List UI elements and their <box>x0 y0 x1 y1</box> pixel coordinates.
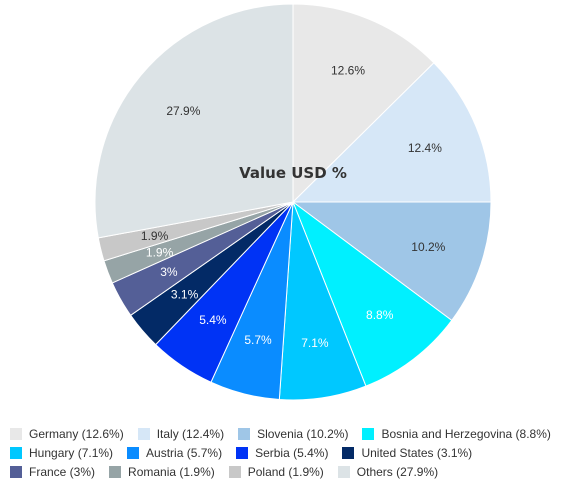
legend-swatch <box>337 465 350 478</box>
pie-slice-bosnia-and-herzegovina[interactable] <box>291 200 453 387</box>
slice-value-label: 12.6% <box>331 64 365 78</box>
slice-value-label: 1.9% <box>146 245 174 259</box>
legend: Germany (12.6%) Italy (12.4%) Slovenia (… <box>10 424 585 481</box>
legend-label: United States (3.1%) <box>361 445 473 460</box>
legend-item-france[interactable]: France (3%) <box>10 465 95 479</box>
legend-label: Others (27.9%) <box>356 464 439 479</box>
slice-value-label: 8.8% <box>366 308 394 322</box>
legend-label: Romania (1.9%) <box>128 464 215 479</box>
legend-item-hungary[interactable]: Hungary (7.1%) <box>10 446 113 460</box>
legend-item-slovenia[interactable]: Slovenia (10.2%) <box>238 427 348 441</box>
legend-swatch <box>109 465 122 478</box>
legend-item-poland[interactable]: Poland (1.9%) <box>228 464 324 479</box>
legend-swatch <box>137 427 150 440</box>
legend-label: Italy (12.4%) <box>156 426 225 441</box>
legend-label: Serbia (5.4%) <box>255 445 329 460</box>
legend-label: Slovenia (10.2%) <box>257 426 349 441</box>
pie-slice-slovenia[interactable] <box>291 201 492 322</box>
legend-item-italy[interactable]: Italy (12.4%) <box>137 426 225 441</box>
legend-swatch <box>228 465 241 478</box>
legend-item-germany[interactable]: Germany (12.6%) <box>10 427 124 441</box>
legend-label: Hungary (7.1%) <box>29 445 114 460</box>
legend-label: Austria (5.7%) <box>146 445 223 460</box>
legend-item-bosnia-and-herzegovina[interactable]: Bosnia and Herzegovina (8.8%) <box>362 426 551 441</box>
legend-item-austria[interactable]: Austria (5.7%) <box>127 446 222 460</box>
slice-value-label: 27.9% <box>166 104 200 118</box>
slice-value-label: 10.2% <box>411 240 445 254</box>
pie-slice-germany[interactable] <box>292 3 435 204</box>
pie-slice-others[interactable] <box>94 3 294 239</box>
legend-item-united-states[interactable]: United States (3.1%) <box>342 446 472 460</box>
slice-value-label: 5.7% <box>244 333 272 347</box>
legend-label: Bosnia and Herzegovina (8.8%) <box>381 426 551 441</box>
slice-value-label: 5.4% <box>199 313 227 327</box>
legend-swatch <box>10 446 22 459</box>
legend-item-romania[interactable]: Romania (1.9%) <box>109 465 215 479</box>
legend-swatch <box>362 427 375 440</box>
legend-item-serbia[interactable]: Serbia (5.4%) <box>236 446 328 460</box>
legend-swatch <box>10 465 22 478</box>
legend-item-others[interactable]: Others (27.9%) <box>337 464 439 479</box>
pie-chart-plot: 12.6% 12.4% 10.2% 8.8% 7.1% 5.7% 5.4%3.1% 3% 1.9… <box>94 3 492 401</box>
slice-value-label: 3% <box>160 265 178 279</box>
legend-row: Hungary (7.1%) Austria (5.7%) Serbia (5.… <box>10 443 585 462</box>
chart-title: Value USD % <box>239 164 347 182</box>
legend-label: Germany (12.6%) <box>29 426 124 441</box>
legend-swatch <box>236 446 249 459</box>
legend-label: Poland (1.9%) <box>247 464 324 479</box>
legend-swatch <box>342 446 355 459</box>
slice-value-label: 1.9% <box>141 229 169 243</box>
legend-label: France (3%) <box>29 464 96 479</box>
slice-value-label: 12.4% <box>408 141 442 155</box>
slice-value-label: 3.1% <box>171 288 199 302</box>
legend-swatch <box>10 427 22 440</box>
slice-value-label: 7.1% <box>301 336 329 350</box>
legend-row: France (3%) Romania (1.9%) Poland (1.9%)… <box>10 462 585 481</box>
pie-slices <box>94 3 492 401</box>
legend-swatch <box>238 427 251 440</box>
slice-labels: 12.6% 12.4% 10.2% 8.8% 7.1% 5.7% 5.4%3.1% 3% 1.9… <box>141 64 446 350</box>
legend-row: Germany (12.6%) Italy (12.4%) Slovenia (… <box>10 424 585 443</box>
legend-swatch <box>127 446 140 459</box>
pie-slice-italy[interactable] <box>291 62 492 203</box>
